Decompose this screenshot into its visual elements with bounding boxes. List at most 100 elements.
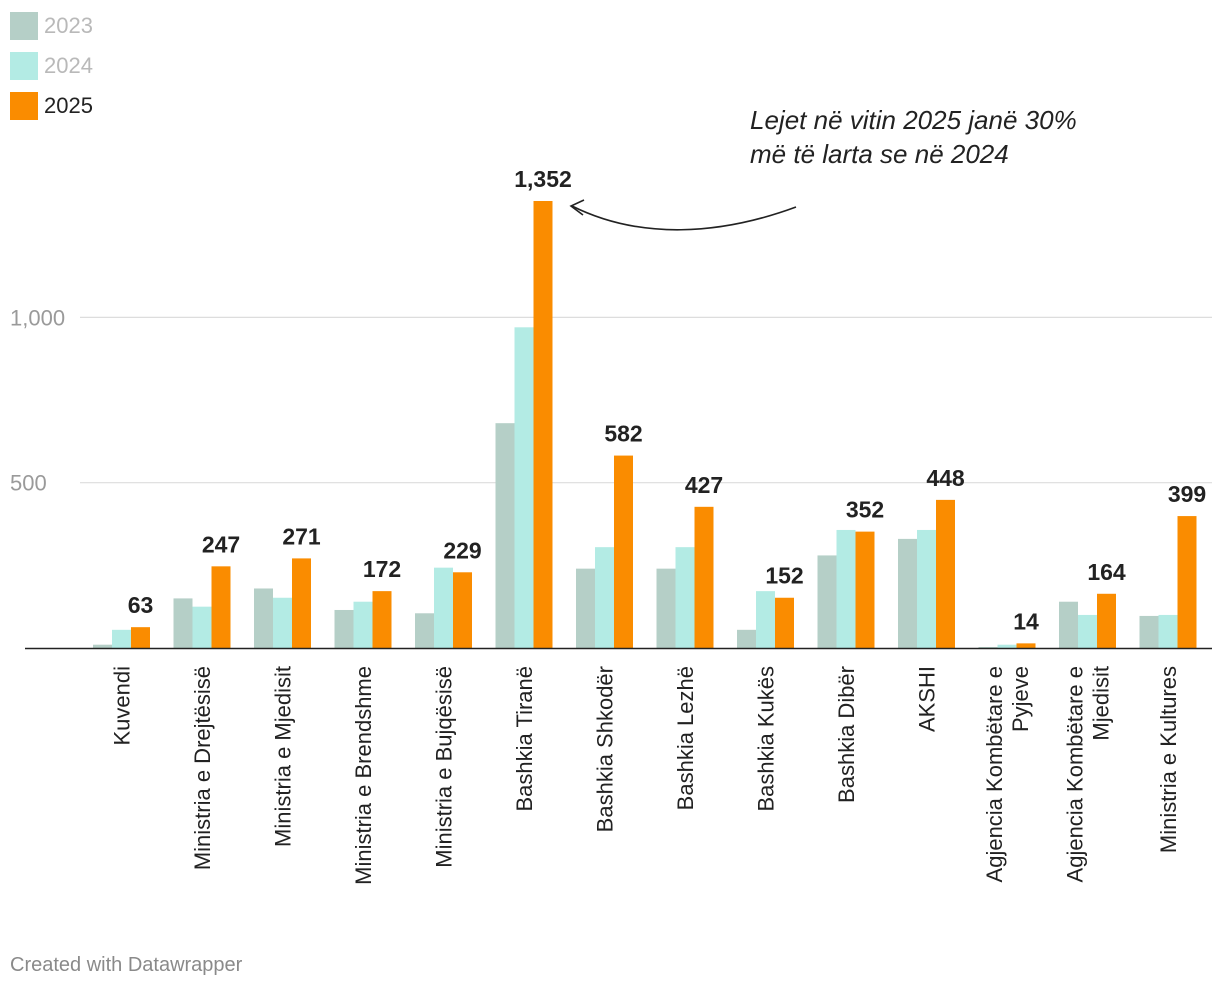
bar-2024-10[interactable]	[836, 529, 856, 648]
bar-2024-6[interactable]	[514, 327, 534, 648]
legend-label-2024: 2024	[44, 53, 93, 78]
data-label-14: 399	[1168, 481, 1206, 507]
legend-item-2023[interactable]: 2023	[10, 12, 93, 40]
legend-swatch-2025	[10, 92, 38, 120]
bar-2024-8[interactable]	[675, 547, 695, 648]
bar-2024-11[interactable]	[917, 529, 936, 648]
x-label-line: Bashkia Tiranë	[512, 666, 537, 812]
x-label-line: Ministria e Drejtësisë	[190, 666, 215, 870]
annotation-arrow	[569, 199, 797, 231]
data-label-4: 172	[363, 556, 401, 582]
bar-2025-4[interactable]	[372, 591, 392, 648]
x-label-line: Ministria e Mjedisit	[271, 666, 296, 847]
bar-2023-2[interactable]	[173, 598, 193, 648]
x-label-line: Bashkia Dibër	[834, 666, 859, 803]
bar-2023-5[interactable]	[415, 613, 434, 648]
bar-2024-7[interactable]	[595, 547, 614, 648]
bar-2025-2[interactable]	[211, 566, 231, 648]
data-label-2: 247	[202, 531, 240, 557]
bar-2025-10[interactable]	[855, 531, 875, 648]
bar-2025-9[interactable]	[775, 597, 794, 648]
bar-2025-11[interactable]	[936, 499, 955, 648]
bar-2025-6[interactable]	[533, 201, 553, 648]
x-label-12: Agjencia Kombëtare e Pyjeve	[982, 666, 1033, 882]
bar-2023-9[interactable]	[737, 629, 756, 648]
bar-2025-3[interactable]	[292, 558, 311, 648]
data-label-13: 164	[1087, 559, 1126, 585]
x-label-1: Kuvendi	[110, 666, 135, 746]
x-axis-labels: Kuvendi Ministria e Drejtësisë Ministria e…	[110, 666, 1182, 885]
bar-2025-5[interactable]	[453, 572, 472, 648]
bar-2023-7[interactable]	[576, 568, 595, 648]
bar-2024-9[interactable]	[756, 591, 775, 648]
bar-2025-14[interactable]	[1177, 516, 1197, 648]
bars	[93, 201, 1197, 648]
x-label-line: Ministria e Kultures	[1156, 666, 1181, 853]
gridlines: 500 1,000	[10, 305, 1212, 496]
x-label-14: Ministria e Kultures	[1156, 666, 1181, 853]
legend-label-2025: 2025	[44, 93, 93, 118]
bar-2023-3[interactable]	[254, 588, 273, 648]
bar-2025-12[interactable]	[1016, 643, 1036, 648]
bar-2025-8[interactable]	[694, 506, 714, 648]
x-label-line: Agjencia Kombëtare e	[982, 666, 1007, 882]
data-label-9: 152	[765, 563, 803, 589]
footer-credit[interactable]: Created with Datawrapper	[10, 954, 243, 976]
bar-2024-5[interactable]	[434, 567, 453, 648]
data-label-5: 229	[443, 537, 481, 563]
bar-2023-8[interactable]	[656, 568, 676, 648]
x-label-line: Kuvendi	[110, 666, 135, 746]
x-label-line: Bashkia Lezhë	[673, 666, 698, 810]
data-label-8: 427	[685, 472, 723, 498]
bar-2023-1[interactable]	[93, 644, 112, 648]
legend: 2023 2024 2025	[10, 12, 93, 132]
bar-2023-6[interactable]	[495, 423, 515, 648]
bar-2025-13[interactable]	[1097, 593, 1116, 648]
bar-2024-12[interactable]	[997, 644, 1017, 648]
y-tick-label-1000: 1,000	[10, 305, 65, 330]
bar-2024-4[interactable]	[353, 601, 373, 648]
x-label-5: Ministria e Bujqësisë	[432, 666, 457, 868]
data-label-1: 63	[128, 592, 154, 618]
bar-2023-14[interactable]	[1139, 615, 1159, 648]
bar-2025-7[interactable]	[614, 455, 633, 648]
x-label-7: Bashkia Shkodër	[593, 666, 618, 832]
x-label-line: Ministria e Brendshme	[351, 666, 376, 885]
bar-2023-4[interactable]	[334, 609, 354, 648]
bar-2025-1[interactable]	[131, 627, 150, 648]
bar-2023-10[interactable]	[817, 555, 837, 648]
x-label-line: Bashkia Shkodër	[593, 666, 618, 832]
x-label-9: Bashkia Kukës	[754, 666, 779, 812]
legend-label-2023: 2023	[44, 13, 93, 38]
x-label-line: Pyjeve	[1008, 666, 1033, 732]
x-label-10: Bashkia Dibër	[834, 666, 859, 803]
x-label-3: Ministria e Mjedisit	[271, 666, 296, 847]
data-label-10: 352	[846, 497, 884, 523]
x-label-line: Bashkia Kukës	[754, 666, 779, 812]
x-label-11: AKSHI	[915, 666, 940, 732]
x-label-2: Ministria e Drejtësisë	[190, 666, 215, 870]
bar-2024-3[interactable]	[273, 597, 292, 648]
bar-2024-13[interactable]	[1078, 614, 1097, 648]
data-label-3: 271	[282, 523, 321, 549]
bar-2023-12[interactable]	[978, 647, 998, 648]
data-label-11: 448	[926, 465, 965, 491]
x-label-line: AKSHI	[915, 666, 940, 732]
legend-item-2025[interactable]: 2025	[10, 92, 93, 120]
data-labels: 63 247 271 172 229 1,352 582 427 152 352 448 14 164 3…	[128, 166, 1206, 634]
data-label-7: 582	[604, 421, 642, 447]
legend-swatch-2023	[10, 12, 38, 40]
x-label-13: Agjencia Kombëtare e Mjedisit	[1063, 666, 1114, 882]
x-label-line: Mjedisit	[1089, 666, 1114, 741]
bar-2023-13[interactable]	[1059, 601, 1078, 648]
x-label-8: Bashkia Lezhë	[673, 666, 698, 810]
bar-2023-11[interactable]	[898, 538, 917, 648]
bar-2024-14[interactable]	[1158, 614, 1178, 648]
legend-item-2024[interactable]: 2024	[10, 52, 93, 80]
x-label-6: Bashkia Tiranë	[512, 666, 537, 812]
annotation-text: Lejet në vitin 2025 janë 30% më të larta…	[750, 105, 1077, 169]
bar-2024-2[interactable]	[192, 606, 212, 648]
bar-2024-1[interactable]	[112, 629, 131, 648]
x-label-line: Agjencia Kombëtare e	[1063, 666, 1088, 882]
